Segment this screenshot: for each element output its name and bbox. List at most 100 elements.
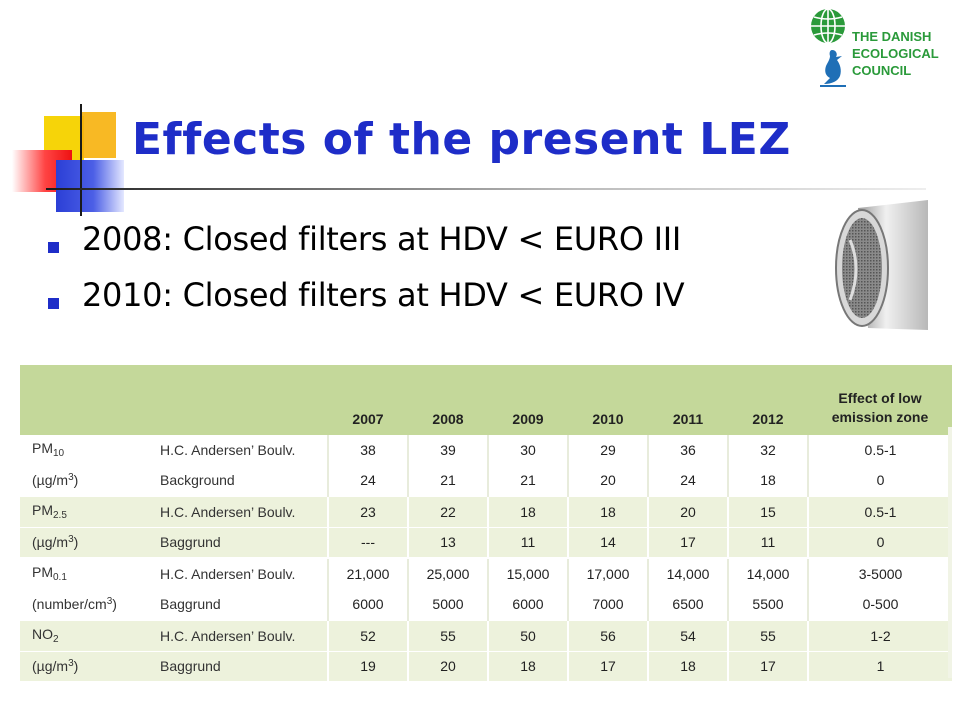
value-cell: 23 bbox=[327, 495, 408, 528]
value-cell: 14,000 bbox=[647, 557, 728, 590]
value-cell: 38 bbox=[327, 435, 408, 466]
emissions-table-container: 2007 2008 2009 2010 2011 2012 Effect of … bbox=[20, 365, 952, 682]
value-cell: 13 bbox=[407, 527, 488, 559]
value-cell: 18 bbox=[487, 651, 568, 682]
effect-header-line: Effect of low bbox=[838, 390, 922, 406]
column-header: 2007 bbox=[352, 411, 384, 427]
unit-superscript: 3 bbox=[68, 534, 74, 546]
value-cell: 11 bbox=[727, 527, 808, 559]
value-cell: 54 bbox=[647, 619, 728, 652]
decorative-orange-square bbox=[80, 112, 116, 158]
location-cell: Background bbox=[156, 465, 328, 497]
value-cell: 39 bbox=[407, 435, 488, 466]
value-cell: 56 bbox=[567, 619, 648, 652]
location-cell: H.C. Andersen’ Boulv. bbox=[156, 435, 328, 466]
value-cell: 5000 bbox=[407, 589, 488, 621]
unit-text: (µg/m bbox=[32, 472, 69, 489]
value-cell: 24 bbox=[327, 465, 408, 497]
table-row: PM0.1 H.C. Andersen’ Boulv. 21,000 25,000 15… bbox=[20, 557, 952, 590]
value-cell: 14,000 bbox=[727, 557, 808, 590]
unit-superscript: 3 bbox=[68, 658, 74, 670]
emissions-table: 2007 2008 2009 2010 2011 2012 Effect of … bbox=[20, 365, 952, 682]
column-header: 2008 bbox=[432, 411, 464, 427]
unit-superscript: 3 bbox=[68, 472, 74, 484]
pollutant-name: NO bbox=[32, 626, 53, 643]
pollutant-subscript: 2.5 bbox=[53, 510, 67, 522]
value-cell: 50 bbox=[487, 619, 568, 652]
effect-cell: 0-500 bbox=[807, 589, 952, 621]
effect-cell: 0 bbox=[807, 527, 952, 559]
value-cell: 55 bbox=[407, 619, 488, 652]
effect-cell: 0.5-1 bbox=[807, 495, 952, 528]
value-cell: 21,000 bbox=[327, 557, 408, 590]
pollutant-label: PM2.5 bbox=[20, 495, 156, 528]
logo-line: COUNCIL bbox=[852, 63, 912, 78]
pollutant-label: NO2 bbox=[20, 619, 156, 652]
table-row: (µg/m3) Baggrund --- 13 11 14 17 11 0 bbox=[20, 527, 952, 559]
value-cell: 36 bbox=[647, 435, 728, 466]
value-cell: 55 bbox=[727, 619, 808, 652]
value-cell: 18 bbox=[647, 651, 728, 682]
unit-text: ) bbox=[73, 658, 79, 675]
table-row: NO2 H.C. Andersen’ Boulv. 52 55 50 56 54 55 1-2 bbox=[20, 619, 952, 652]
location-cell: H.C. Andersen’ Boulv. bbox=[156, 619, 328, 652]
value-cell: --- bbox=[327, 527, 408, 559]
bullet-square-icon bbox=[48, 298, 59, 309]
slide-title: Effects of the present LEZ bbox=[132, 114, 791, 165]
effect-cell: 3-5000 bbox=[807, 557, 952, 590]
table-row: (µg/m3) Baggrund 19 20 18 17 18 17 1 bbox=[20, 651, 952, 682]
value-cell: 18 bbox=[727, 465, 808, 497]
logo-line: ECOLOGICAL bbox=[852, 46, 939, 61]
header-empty bbox=[20, 365, 156, 435]
particulate-filter-image bbox=[835, 200, 928, 330]
location-cell: Baggrund bbox=[156, 651, 328, 682]
logo-text: THE DANISH ECOLOGICAL COUNCIL bbox=[852, 28, 952, 79]
value-cell: 7000 bbox=[567, 589, 648, 621]
value-cell: 20 bbox=[567, 465, 648, 497]
pollutant-name: PM bbox=[32, 440, 53, 457]
value-cell: 15 bbox=[727, 495, 808, 528]
unit-label: (number/cm3) bbox=[20, 589, 156, 621]
unit-superscript: 3 bbox=[106, 596, 113, 608]
pollutant-subscript: 10 bbox=[53, 448, 65, 460]
bullet-text: 2010: Closed filters at HDV < EURO IV bbox=[82, 276, 685, 314]
table-right-edge bbox=[948, 427, 952, 678]
column-header-effect: Effect of low emission zone bbox=[808, 365, 952, 435]
column-header: 2010 bbox=[592, 411, 624, 427]
value-cell: 52 bbox=[327, 619, 408, 652]
value-cell: 19 bbox=[327, 651, 408, 682]
location-cell: H.C. Andersen’ Boulv. bbox=[156, 557, 328, 590]
table-row: (number/cm3) Baggrund 6000 5000 6000 7000 6500… bbox=[20, 589, 952, 621]
value-cell: 29 bbox=[567, 435, 648, 466]
value-cell: 32 bbox=[727, 435, 808, 466]
table-row: PM2.5 H.C. Andersen’ Boulv. 23 22 18 18 20 15 0.… bbox=[20, 495, 952, 528]
unit-label: (µg/m3) bbox=[20, 527, 156, 559]
logo-line: THE DANISH bbox=[852, 29, 932, 44]
effect-cell: 0 bbox=[807, 465, 952, 497]
effect-cell: 1-2 bbox=[807, 619, 952, 652]
table-header-row: 2007 2008 2009 2010 2011 2012 Effect of … bbox=[20, 365, 952, 435]
effect-cell: 0.5-1 bbox=[807, 435, 952, 466]
pollutant-label: PM0.1 bbox=[20, 557, 156, 590]
value-cell: 30 bbox=[487, 435, 568, 466]
table-row: (µg/m3) Background 24 21 21 20 24 18 0 bbox=[20, 465, 952, 497]
unit-text: (number/cm bbox=[32, 596, 107, 613]
value-cell: 25,000 bbox=[407, 557, 488, 590]
decorative-blue-square bbox=[56, 160, 124, 212]
value-cell: 6000 bbox=[487, 589, 568, 621]
effect-cell: 1 bbox=[807, 651, 952, 682]
unit-text: ) bbox=[73, 534, 79, 551]
unit-text: (µg/m bbox=[32, 658, 69, 675]
value-cell: 14 bbox=[567, 527, 648, 559]
column-header: 2011 bbox=[672, 411, 704, 427]
globe-icon bbox=[811, 8, 845, 44]
value-cell: 18 bbox=[487, 495, 568, 528]
bullet-text: 2008: Closed filters at HDV < EURO III bbox=[82, 220, 681, 258]
unit-label: (µg/m3) bbox=[20, 651, 156, 682]
bird-icon bbox=[820, 50, 846, 87]
value-cell: 20 bbox=[407, 651, 488, 682]
pollutant-subscript: 2 bbox=[53, 634, 59, 646]
decorative-vertical-line bbox=[80, 104, 82, 216]
pollutant-name: PM bbox=[32, 564, 53, 581]
value-cell: 21 bbox=[487, 465, 568, 497]
